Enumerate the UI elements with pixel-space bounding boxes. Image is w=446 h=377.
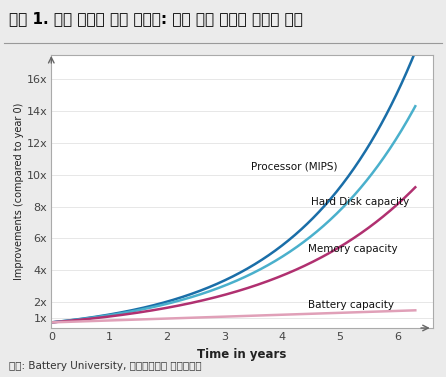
Y-axis label: Improvements (compared to year 0): Improvements (compared to year 0) (13, 103, 24, 280)
Text: Hard Disk capacity: Hard Disk capacity (311, 196, 409, 207)
Text: 자료: Battery University, 미래에셋대우 리서치센터: 자료: Battery University, 미래에셋대우 리서치센터 (9, 361, 202, 371)
X-axis label: Time in years: Time in years (197, 348, 287, 361)
Text: Battery capacity: Battery capacity (308, 300, 394, 310)
Text: Memory capacity: Memory capacity (308, 244, 398, 254)
Text: Processor (MIPS): Processor (MIPS) (251, 161, 337, 172)
Text: 그림 1. 기술 발전이 더딘 배터리: 양산 능력 확보가 어렵기 때문: 그림 1. 기술 발전이 더딘 배터리: 양산 능력 확보가 어렵기 때문 (9, 11, 303, 26)
